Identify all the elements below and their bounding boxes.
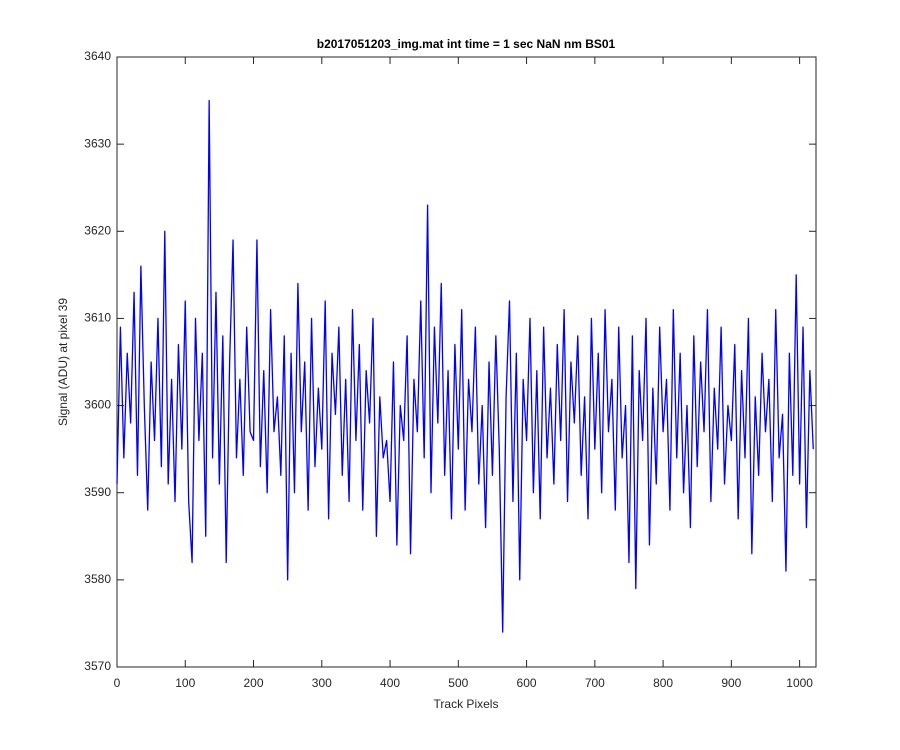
x-tick-label: 100: [175, 676, 195, 690]
data-line: [116, 99, 814, 633]
x-tick-label: 800: [653, 676, 673, 690]
x-axis-label: Track Pixels: [434, 697, 499, 711]
y-tick-label: 3600: [84, 398, 111, 412]
y-tick-label: 3630: [84, 136, 111, 150]
x-tick-label: 0: [114, 676, 121, 690]
x-tick-label: 400: [380, 676, 400, 690]
x-tick-label: 1000: [786, 676, 813, 690]
y-tick-label: 3570: [84, 659, 111, 673]
x-tick-label: 900: [721, 676, 741, 690]
x-tick-label: 300: [312, 676, 332, 690]
y-tick-label: 3610: [84, 311, 111, 325]
y-tick-label: 3640: [84, 49, 111, 63]
x-tick-label: 200: [244, 676, 264, 690]
y-tick-label: 3590: [84, 485, 111, 499]
chart-title: b2017051203_img.mat int time = 1 sec NaN…: [317, 37, 616, 51]
x-tick-label: 600: [517, 676, 537, 690]
y-tick-label: 3620: [84, 223, 111, 237]
y-axis-label: Signal (ADU) at pixel 39: [56, 298, 70, 426]
plot-box: [116, 56, 817, 668]
x-tick-label: 500: [448, 676, 468, 690]
y-tick-label: 3580: [84, 572, 111, 586]
x-tick-label: 700: [585, 676, 605, 690]
